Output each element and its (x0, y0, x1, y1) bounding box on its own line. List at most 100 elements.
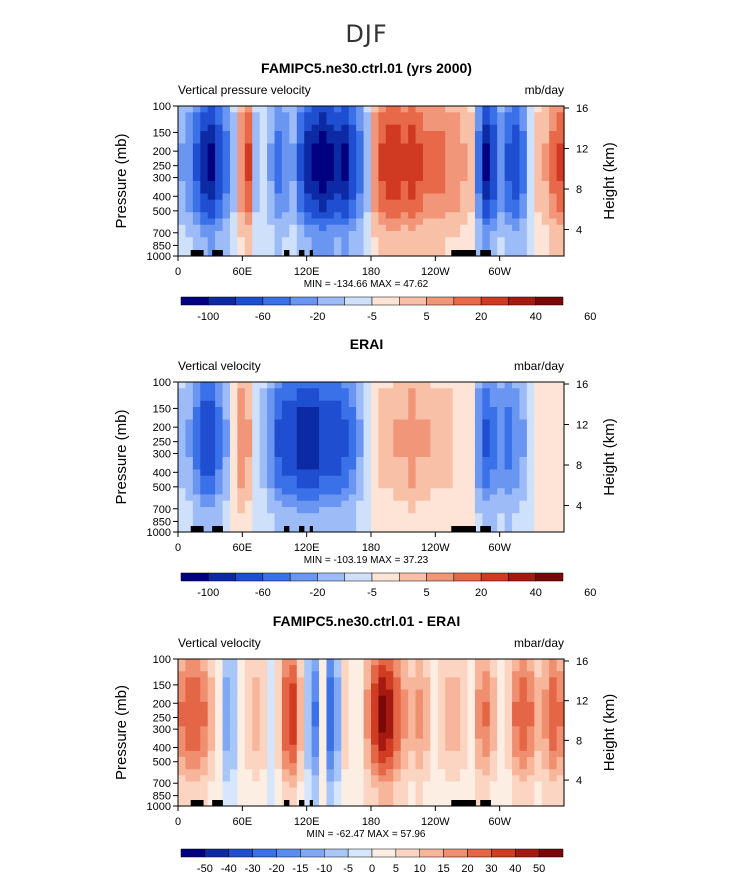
heatmap-cell (348, 156, 357, 163)
topography-block (212, 250, 223, 256)
heatmap-cell (319, 525, 328, 533)
heatmap-cell (311, 488, 320, 496)
heatmap-cell (512, 249, 521, 257)
heatmap-cell (319, 224, 328, 232)
heatmap-cell (452, 237, 461, 245)
heatmap-cell (304, 444, 313, 452)
heatmap-cell (504, 249, 513, 257)
heatmap-cell (252, 450, 261, 458)
heatmap-cell (474, 444, 483, 452)
heatmap-cell (341, 519, 350, 527)
heatmap-cell (200, 438, 209, 446)
heatmap-cell (348, 488, 357, 496)
heatmap-cell (311, 494, 320, 502)
heatmap-cell (556, 243, 565, 251)
heatmap-cell (400, 720, 409, 727)
heatmap-cell (207, 775, 216, 783)
heatmap-cell (356, 659, 365, 666)
heatmap-cell (215, 720, 224, 727)
heatmap-cell (512, 689, 521, 697)
heatmap-cell (400, 243, 409, 251)
heatmap-cell (556, 781, 565, 789)
heatmap-cell (474, 394, 483, 402)
heatmap-cell (178, 394, 187, 402)
heatmap-cell (385, 787, 394, 795)
heatmap-cell (356, 744, 365, 752)
heatmap-cell (348, 787, 357, 795)
heatmap-cell (474, 224, 483, 232)
heatmap-cell (259, 450, 268, 458)
heatmap-cell (452, 689, 461, 697)
heatmap-cell (467, 695, 476, 703)
heatmap-cell (222, 206, 231, 213)
heatmap-cell (222, 665, 231, 672)
heatmap-cell (512, 763, 521, 770)
heatmap-cell (415, 457, 424, 464)
topography-block (190, 526, 204, 532)
heatmap-cell (333, 224, 342, 232)
heatmap-cell (460, 671, 469, 678)
heatmap-cell (489, 413, 498, 421)
heatmap-cell (267, 500, 276, 508)
heatmap-cell (393, 787, 402, 795)
heatmap-cell (371, 665, 380, 672)
heatmap-cell (534, 156, 543, 163)
heatmap-cell (408, 793, 417, 801)
heatmap-cell (400, 500, 409, 508)
heatmap-cell (356, 231, 365, 238)
heatmap-cell (200, 394, 209, 402)
heatmap-cell (319, 149, 328, 157)
heatmap-cell (474, 763, 483, 770)
heatmap-cell (304, 738, 313, 746)
heatmap-cell (215, 665, 224, 672)
heatmap-cell (229, 757, 238, 764)
heatmap-cell (259, 419, 268, 427)
heatmap-cell (541, 124, 550, 132)
heatmap-cell (207, 677, 216, 685)
heatmap-cell (519, 388, 528, 396)
heatmap-cell (415, 482, 424, 489)
heatmap-cell (333, 400, 342, 408)
heatmap-cell (430, 695, 439, 703)
heatmap-cell (237, 413, 246, 421)
heatmap-cell (371, 787, 380, 795)
heatmap-cell (326, 187, 335, 195)
heatmap-cell (296, 695, 305, 703)
heatmap-cell (222, 457, 231, 464)
heatmap-cell (474, 671, 483, 678)
heatmap-cell (512, 444, 521, 452)
heatmap-cell (512, 500, 521, 508)
heatmap-cell (356, 131, 365, 138)
heatmap-cell (259, 187, 268, 195)
heatmap-cell (460, 787, 469, 795)
heatmap-cell (400, 726, 409, 734)
heatmap-cell (482, 400, 491, 408)
heatmap-cell (556, 720, 565, 727)
topography-block (284, 250, 290, 256)
heatmap-cell (252, 726, 261, 734)
heatmap-cell (341, 382, 350, 389)
heatmap-cell (319, 799, 328, 807)
colorbar-swatch (395, 848, 420, 858)
heatmap-cell (229, 156, 238, 163)
heatmap-cell (393, 118, 402, 126)
heatmap-cell (430, 168, 439, 176)
heatmap-cell (541, 407, 550, 414)
heatmap-cell (378, 199, 387, 207)
heatmap-cell (363, 525, 372, 533)
heatmap-cell (229, 787, 238, 795)
heatmap-cell (267, 419, 276, 427)
heatmap-cell (504, 525, 513, 533)
heatmap-cell (474, 500, 483, 508)
heatmap-cell (229, 388, 238, 396)
heatmap-cell (215, 224, 224, 232)
heatmap-cell (556, 193, 565, 201)
heatmap-cell (430, 744, 439, 752)
heatmap-cell (274, 738, 283, 746)
heatmap-cell (207, 787, 216, 795)
heatmap-cell (437, 763, 446, 770)
heatmap-cell (341, 206, 350, 213)
heatmap-cell (378, 106, 387, 113)
heatmap-cell (252, 432, 261, 439)
heatmap-cell (229, 112, 238, 120)
